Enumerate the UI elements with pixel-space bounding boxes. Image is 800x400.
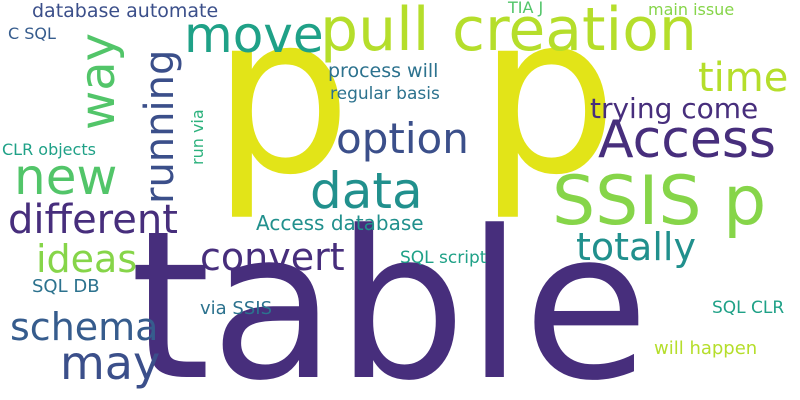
word-main-issue: main issue bbox=[648, 0, 735, 19]
word-pull: pull bbox=[320, 0, 430, 65]
word-process-will: process will bbox=[328, 60, 439, 82]
word-access-database: Access database bbox=[256, 211, 424, 235]
word-running: running bbox=[137, 49, 183, 204]
word-option: option bbox=[336, 114, 469, 163]
word-convert: convert bbox=[200, 235, 345, 279]
word-p-left: p bbox=[212, 0, 352, 223]
word-table: table bbox=[130, 188, 650, 400]
word-regular-basis: regular basis bbox=[330, 84, 440, 104]
word-trying-come: trying come bbox=[590, 92, 759, 125]
word-data: data bbox=[310, 162, 423, 220]
word-sql-clr: SQL CLR bbox=[712, 298, 785, 318]
word-tia-j: TIA J bbox=[508, 0, 544, 17]
word-run-via: run via bbox=[188, 109, 207, 165]
word-totally: totally bbox=[576, 225, 696, 269]
word-via-ssis: via SSIS bbox=[200, 298, 272, 319]
word-sql-script: SQL script bbox=[400, 248, 487, 268]
word-way: way bbox=[70, 32, 126, 130]
word-may: may bbox=[60, 336, 161, 390]
word-move: move bbox=[184, 6, 324, 64]
word-c-sql: C SQL bbox=[8, 24, 56, 43]
word-new: new bbox=[14, 148, 118, 206]
word-ssis-p: SSIS p bbox=[552, 162, 767, 241]
word-clr-objects: CLR objects bbox=[2, 140, 96, 159]
word-time: time bbox=[698, 55, 789, 101]
word-sql-db: SQL DB bbox=[32, 276, 100, 297]
word-schema: schema bbox=[10, 305, 159, 349]
word-creation: creation bbox=[452, 0, 697, 65]
word-p-right: p bbox=[478, 0, 618, 223]
word-will-happen: will happen bbox=[654, 338, 758, 359]
word-access: Access bbox=[598, 110, 777, 170]
word-different: different bbox=[8, 197, 178, 243]
word-ideas: ideas bbox=[36, 237, 138, 281]
word-database-automate: database automate bbox=[32, 0, 219, 22]
